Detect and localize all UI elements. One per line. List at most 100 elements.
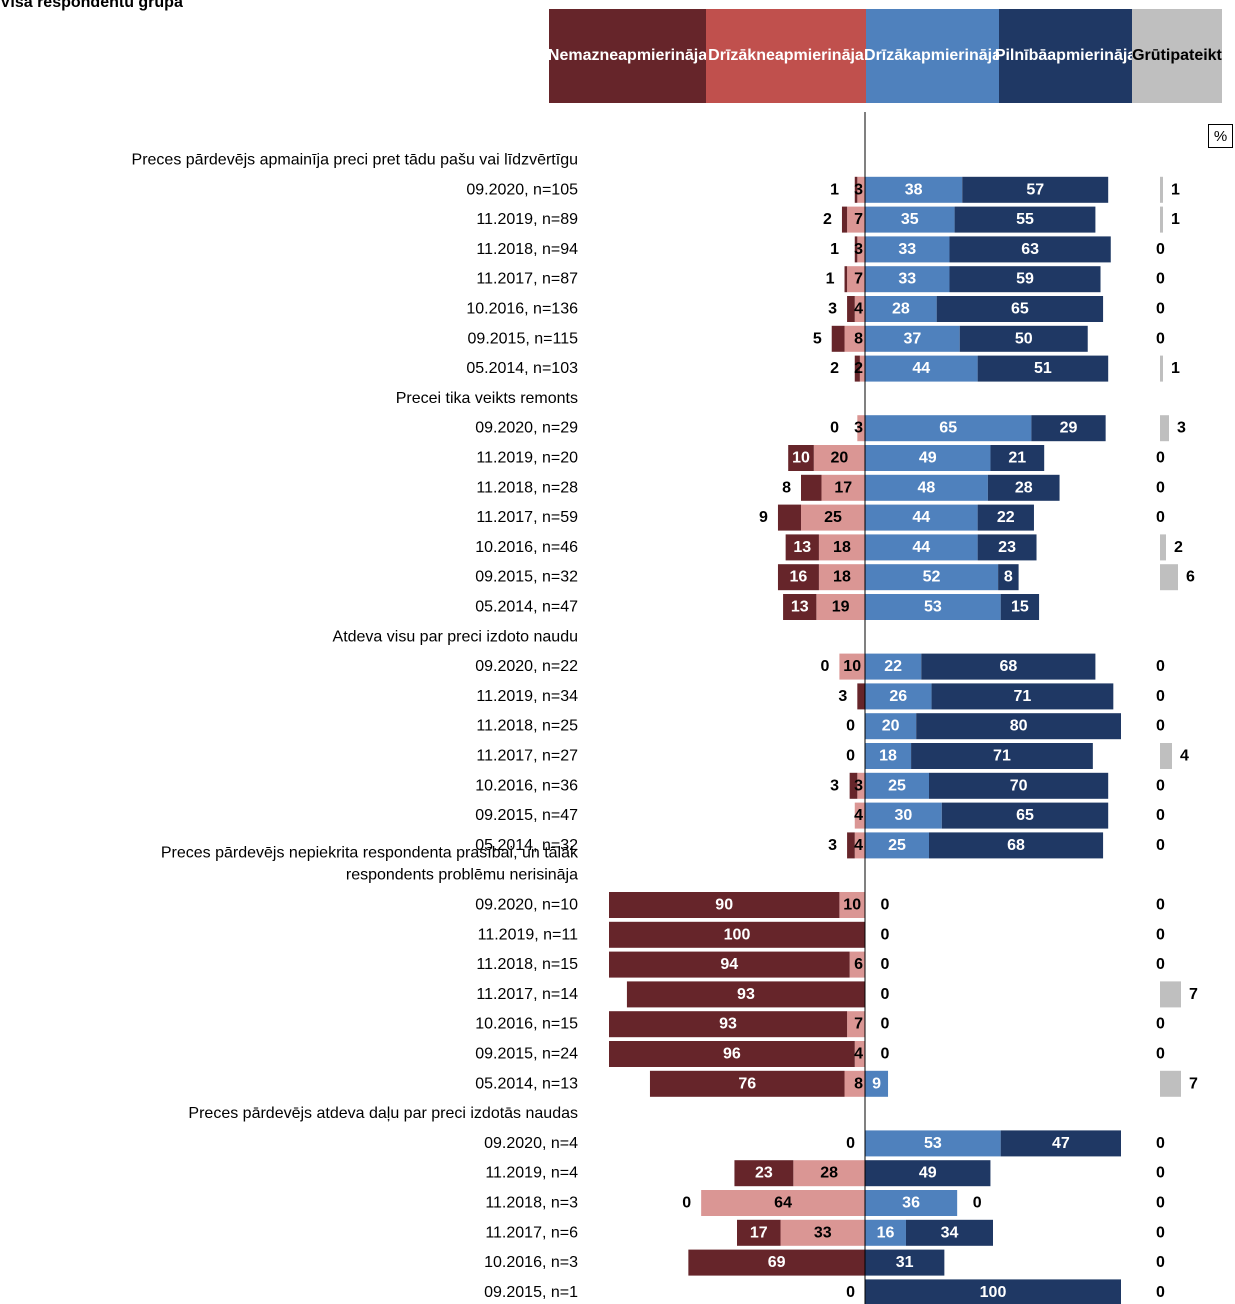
data-label: 0	[1156, 1254, 1165, 1271]
bar-nemaz-neapmierinaja	[688, 1249, 865, 1276]
bar-pilniba-apmierinaja	[1000, 1130, 1121, 1157]
bar-nemaz-neapmierinaja	[788, 445, 814, 471]
bar-drizak-apmierinaja	[865, 504, 978, 531]
bar-drizak-apmierinaja	[865, 713, 917, 740]
legend-item-1: Nemaz neapmierināja	[548, 9, 707, 103]
data-label: 0	[1156, 837, 1165, 854]
data-label: 70	[1010, 777, 1028, 794]
data-label: 3	[828, 837, 837, 854]
bar-drizak-apmierinaja	[865, 296, 937, 322]
data-label: 25	[824, 509, 842, 526]
bar-gruti-pateikt	[1160, 981, 1181, 1008]
data-label: 53	[924, 1135, 942, 1152]
data-label: 100	[724, 926, 751, 943]
row-label: 09.2020, n=4	[484, 1135, 578, 1152]
data-label: 34	[941, 1224, 959, 1241]
chart-title: Visa respondentu grupa	[0, 0, 183, 11]
data-label: 0	[1156, 718, 1165, 735]
bar-drizak-apmierinaja	[865, 1219, 906, 1246]
group-label: respondents problēmu nerisināja	[346, 867, 578, 884]
row-label: 11.2017, n=87	[476, 271, 578, 288]
data-label: 2	[830, 360, 839, 377]
bar-gruti-pateikt	[1160, 176, 1163, 203]
group-label: Preces pārdevējs nepiekrita respondenta …	[161, 845, 579, 862]
data-label: 0	[1156, 1016, 1165, 1033]
bar-drizak-neapmierinaja	[857, 236, 865, 263]
data-label: 13	[791, 599, 809, 616]
row-label: 11.2018, n=28	[476, 479, 578, 496]
bar-pilniba-apmierinaja	[987, 474, 1060, 501]
data-label: 18	[879, 748, 897, 765]
data-label: 0	[846, 1284, 855, 1301]
data-label: 5	[813, 330, 822, 347]
data-label: 3	[854, 181, 863, 198]
data-label: 8	[854, 1075, 863, 1092]
bar-pilniba-apmierinaja	[1000, 594, 1040, 620]
data-label: 8	[782, 479, 791, 496]
bar-drizak-neapmierinaja	[793, 1160, 865, 1187]
row-label: 10.2016, n=46	[475, 539, 578, 556]
bar-gruti-pateikt	[1160, 415, 1169, 442]
data-label: 94	[720, 956, 738, 973]
row-label: 09.2015, n=47	[475, 807, 578, 824]
data-label: 22	[884, 658, 902, 675]
bar-pilniba-apmierinaja	[911, 743, 1093, 769]
legend-item-2: Drīzāk neapmierināja	[706, 9, 866, 103]
bar-drizak-apmierinaja	[865, 743, 912, 769]
bar-nemaz-neapmierinaja	[609, 892, 840, 918]
data-label: 22	[997, 509, 1015, 526]
bar-gruti-pateikt	[1160, 206, 1163, 233]
data-label: 76	[738, 1075, 756, 1092]
bar-nemaz-neapmierinaja	[847, 296, 855, 322]
bar-drizak-apmierinaja	[865, 832, 929, 859]
bar-pilniba-apmierinaja	[931, 683, 1114, 710]
row-label: 11.2017, n=27	[476, 748, 578, 765]
data-label: 38	[905, 181, 923, 198]
bar-pilniba-apmierinaja	[865, 1160, 991, 1187]
data-label: 13	[793, 539, 811, 556]
data-label: 0	[881, 926, 890, 943]
data-label: 18	[833, 539, 851, 556]
data-label: 20	[882, 718, 900, 735]
data-label: 44	[912, 360, 930, 377]
data-label: 37	[903, 330, 921, 347]
row-label: 11.2017, n=14	[476, 986, 578, 1003]
bar-nemaz-neapmierinaja	[783, 594, 817, 620]
bar-pilniba-apmierinaja	[865, 1249, 945, 1276]
data-label: 9	[759, 509, 768, 526]
data-label: 31	[896, 1254, 914, 1271]
row-label: 11.2019, n=4	[485, 1165, 578, 1182]
data-label: 64	[774, 1195, 792, 1212]
data-label: 4	[1180, 748, 1189, 765]
data-label: 49	[919, 1165, 937, 1182]
bar-drizak-neapmierinaja	[857, 415, 865, 442]
data-label: 29	[1060, 420, 1078, 437]
data-label: 65	[1011, 301, 1029, 318]
bar-nemaz-neapmierinaja	[831, 325, 845, 352]
bar-drizak-apmierinaja	[865, 534, 978, 561]
bar-pilniba-apmierinaja	[865, 1279, 1121, 1304]
data-label: 23	[998, 539, 1016, 556]
row-label: 09.2020, n=22	[475, 658, 578, 675]
data-label: 3	[1177, 420, 1186, 437]
bar-pilniba-apmierinaja	[949, 266, 1101, 293]
data-label: 47	[1052, 1135, 1070, 1152]
data-label: 0	[820, 658, 829, 675]
bar-drizak-neapmierinaja	[854, 296, 865, 322]
row-label: 09.2015, n=1	[484, 1284, 578, 1301]
bar-drizak-neapmierinaja	[847, 206, 865, 233]
bar-drizak-neapmierinaja	[857, 176, 865, 203]
group-label: Preces pārdevējs atdeva daļu par preci i…	[188, 1105, 578, 1122]
data-label: 16	[877, 1224, 895, 1241]
data-label: 0	[830, 420, 839, 437]
row-label: 11.2017, n=6	[485, 1224, 578, 1241]
bar-pilniba-apmierinaja	[949, 236, 1111, 263]
data-label: 59	[1016, 271, 1034, 288]
data-label: 52	[923, 569, 941, 586]
data-label: 55	[1016, 211, 1034, 228]
data-label: 6	[854, 956, 863, 973]
bar-pilniba-apmierinaja	[929, 772, 1109, 799]
data-label: 4	[854, 807, 863, 824]
bar-drizak-apmierinaja	[865, 594, 1001, 620]
